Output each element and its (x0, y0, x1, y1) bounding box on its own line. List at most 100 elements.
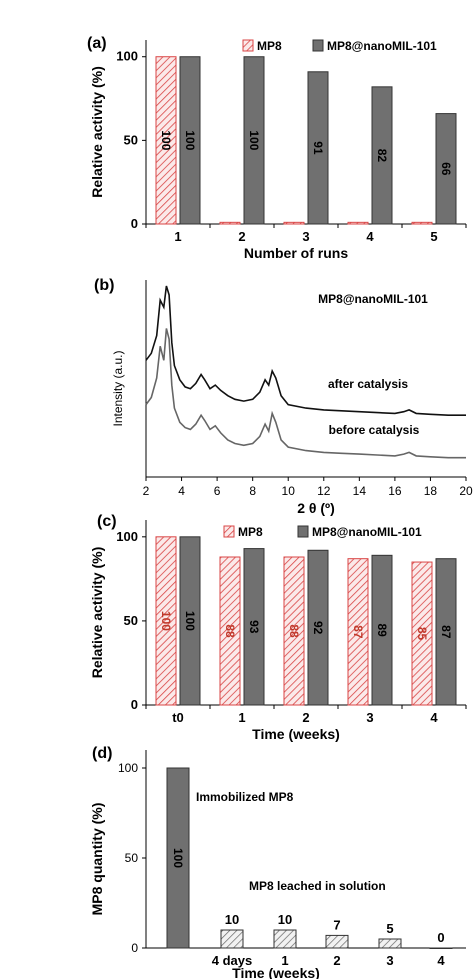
x-tick-label: 5 (430, 229, 437, 244)
x-tick-label: 16 (388, 484, 402, 498)
x-tick-label: 4 (437, 953, 445, 968)
bar-mp8-quantity-0 (166, 767, 190, 949)
bar-data-label: 88 (223, 624, 237, 638)
bar-mp8-0 (155, 536, 177, 706)
bar-data-label: 7 (333, 917, 340, 932)
x-tick-label: 4 days (212, 953, 252, 968)
bar-mp8-2 (283, 221, 305, 225)
x-axis-title: 2 θ (º) (297, 500, 335, 516)
y-tick-label: 50 (125, 851, 139, 865)
bar-mp8-quantity-5 (429, 947, 453, 949)
legend-entry: MP8 (238, 525, 263, 539)
bar-mp8-3 (347, 221, 369, 225)
bar-mp8-nanomil-2 (307, 549, 329, 706)
bar-mp8-nanomil-1 (243, 56, 265, 225)
panel-label: (d) (92, 745, 112, 762)
x-tick-label: 3 (302, 229, 309, 244)
bar-data-label: 100 (159, 130, 173, 150)
bar-mp8-4 (411, 221, 433, 225)
bar-data-label: 0 (437, 930, 444, 945)
series-before-catalysis (145, 328, 466, 459)
x-tick-label: 4 (178, 484, 185, 498)
x-tick-label: 1 (174, 229, 181, 244)
y-tick-label: 100 (118, 761, 138, 775)
x-tick-label: 2 (302, 710, 309, 725)
bar-mp8-4 (411, 561, 433, 706)
y-axis-title: Intensity (a.u.) (111, 350, 125, 426)
x-axis-title: Number of runs (244, 245, 348, 261)
x-tick-label: 2 (143, 484, 150, 498)
y-tick-label: 0 (131, 216, 138, 231)
y-axis-title: MP8 quantity (%) (89, 803, 105, 916)
x-tick-label: 6 (214, 484, 221, 498)
bar-mp8-quantity-3 (325, 934, 349, 949)
legend-swatch (312, 39, 324, 52)
bar-data-label: 85 (415, 627, 429, 641)
y-tick-label: 0 (131, 941, 138, 955)
sample-label: MP8@nanoMIL-101 (318, 292, 428, 306)
bar-data-label: 93 (247, 620, 261, 634)
bar-data-label: 82 (375, 149, 389, 163)
y-tick-label: 100 (116, 49, 138, 64)
bar-mp8-nanomil-4 (435, 113, 457, 225)
bar-data-label: 66 (439, 162, 453, 176)
bar-mp8-1 (219, 556, 241, 706)
series-label-after: after catalysis (328, 377, 408, 391)
x-tick-label: 1 (238, 710, 245, 725)
bar-mp8-quantity-2 (273, 929, 297, 949)
series-after-catalysis (145, 285, 466, 417)
legend-swatch (297, 525, 309, 538)
x-tick-label: 12 (317, 484, 331, 498)
bar-data-label: 91 (311, 141, 325, 155)
x-tick-label: 3 (366, 710, 373, 725)
x-tick-label: 18 (424, 484, 438, 498)
x-tick-label: 10 (282, 484, 296, 498)
legend-entry: MP8 (257, 39, 282, 53)
bar-mp8-2 (283, 556, 305, 706)
y-tick-label: 50 (124, 613, 138, 628)
bar-mp8-nanomil-3 (371, 86, 393, 225)
bar-data-label: 100 (159, 611, 173, 631)
series-label-before: before catalysis (329, 423, 420, 437)
panel-label: (a) (87, 35, 107, 52)
y-tick-label: 50 (124, 132, 138, 147)
y-axis-title: Relative activity (%) (89, 547, 105, 679)
panel-label: (b) (94, 277, 114, 294)
x-tick-label: 4 (366, 229, 374, 244)
x-tick-label: 2 (333, 953, 340, 968)
bar-data-label: 100 (171, 848, 185, 868)
x-tick-label: 8 (249, 484, 256, 498)
x-tick-label: 20 (459, 484, 473, 498)
bar-data-label: 10 (278, 912, 292, 927)
bar-data-label: 87 (351, 625, 365, 639)
legend-swatch (242, 39, 254, 52)
x-tick-label: 3 (386, 953, 393, 968)
bar-mp8-1 (219, 221, 241, 225)
x-tick-label: 1 (281, 953, 288, 968)
legend-swatch (223, 525, 235, 538)
y-tick-label: 100 (116, 529, 138, 544)
bar-data-label: 10 (225, 912, 239, 927)
bar-data-label: 88 (287, 624, 301, 638)
legend-entry: MP8@nanoMIL-101 (327, 39, 437, 53)
bar-data-label: 100 (183, 611, 197, 631)
x-tick-label: 2 (238, 229, 245, 244)
bar-data-label: 5 (386, 921, 393, 936)
annotation-leached: MP8 leached in solution (249, 879, 386, 893)
bar-mp8-0 (155, 56, 177, 225)
y-axis-title: Relative activity (%) (89, 66, 105, 198)
bar-mp8-nanomil-2 (307, 71, 329, 225)
x-axis-title: Time (weeks) (232, 965, 320, 979)
x-tick-label: 4 (430, 710, 438, 725)
bar-mp8-nanomil-1 (243, 548, 265, 706)
bar-data-label: 89 (375, 623, 389, 637)
bar-data-label: 100 (247, 130, 261, 150)
x-axis-title: Time (weeks) (252, 726, 340, 742)
bar-data-label: 87 (439, 625, 453, 639)
bar-mp8-nanomil-0 (179, 536, 201, 706)
legend-entry: MP8@nanoMIL-101 (312, 525, 422, 539)
bar-mp8-quantity-4 (378, 938, 402, 949)
bar-mp8-nanomil-4 (435, 558, 457, 706)
annotation-immobilized: Immobilized MP8 (196, 790, 294, 804)
